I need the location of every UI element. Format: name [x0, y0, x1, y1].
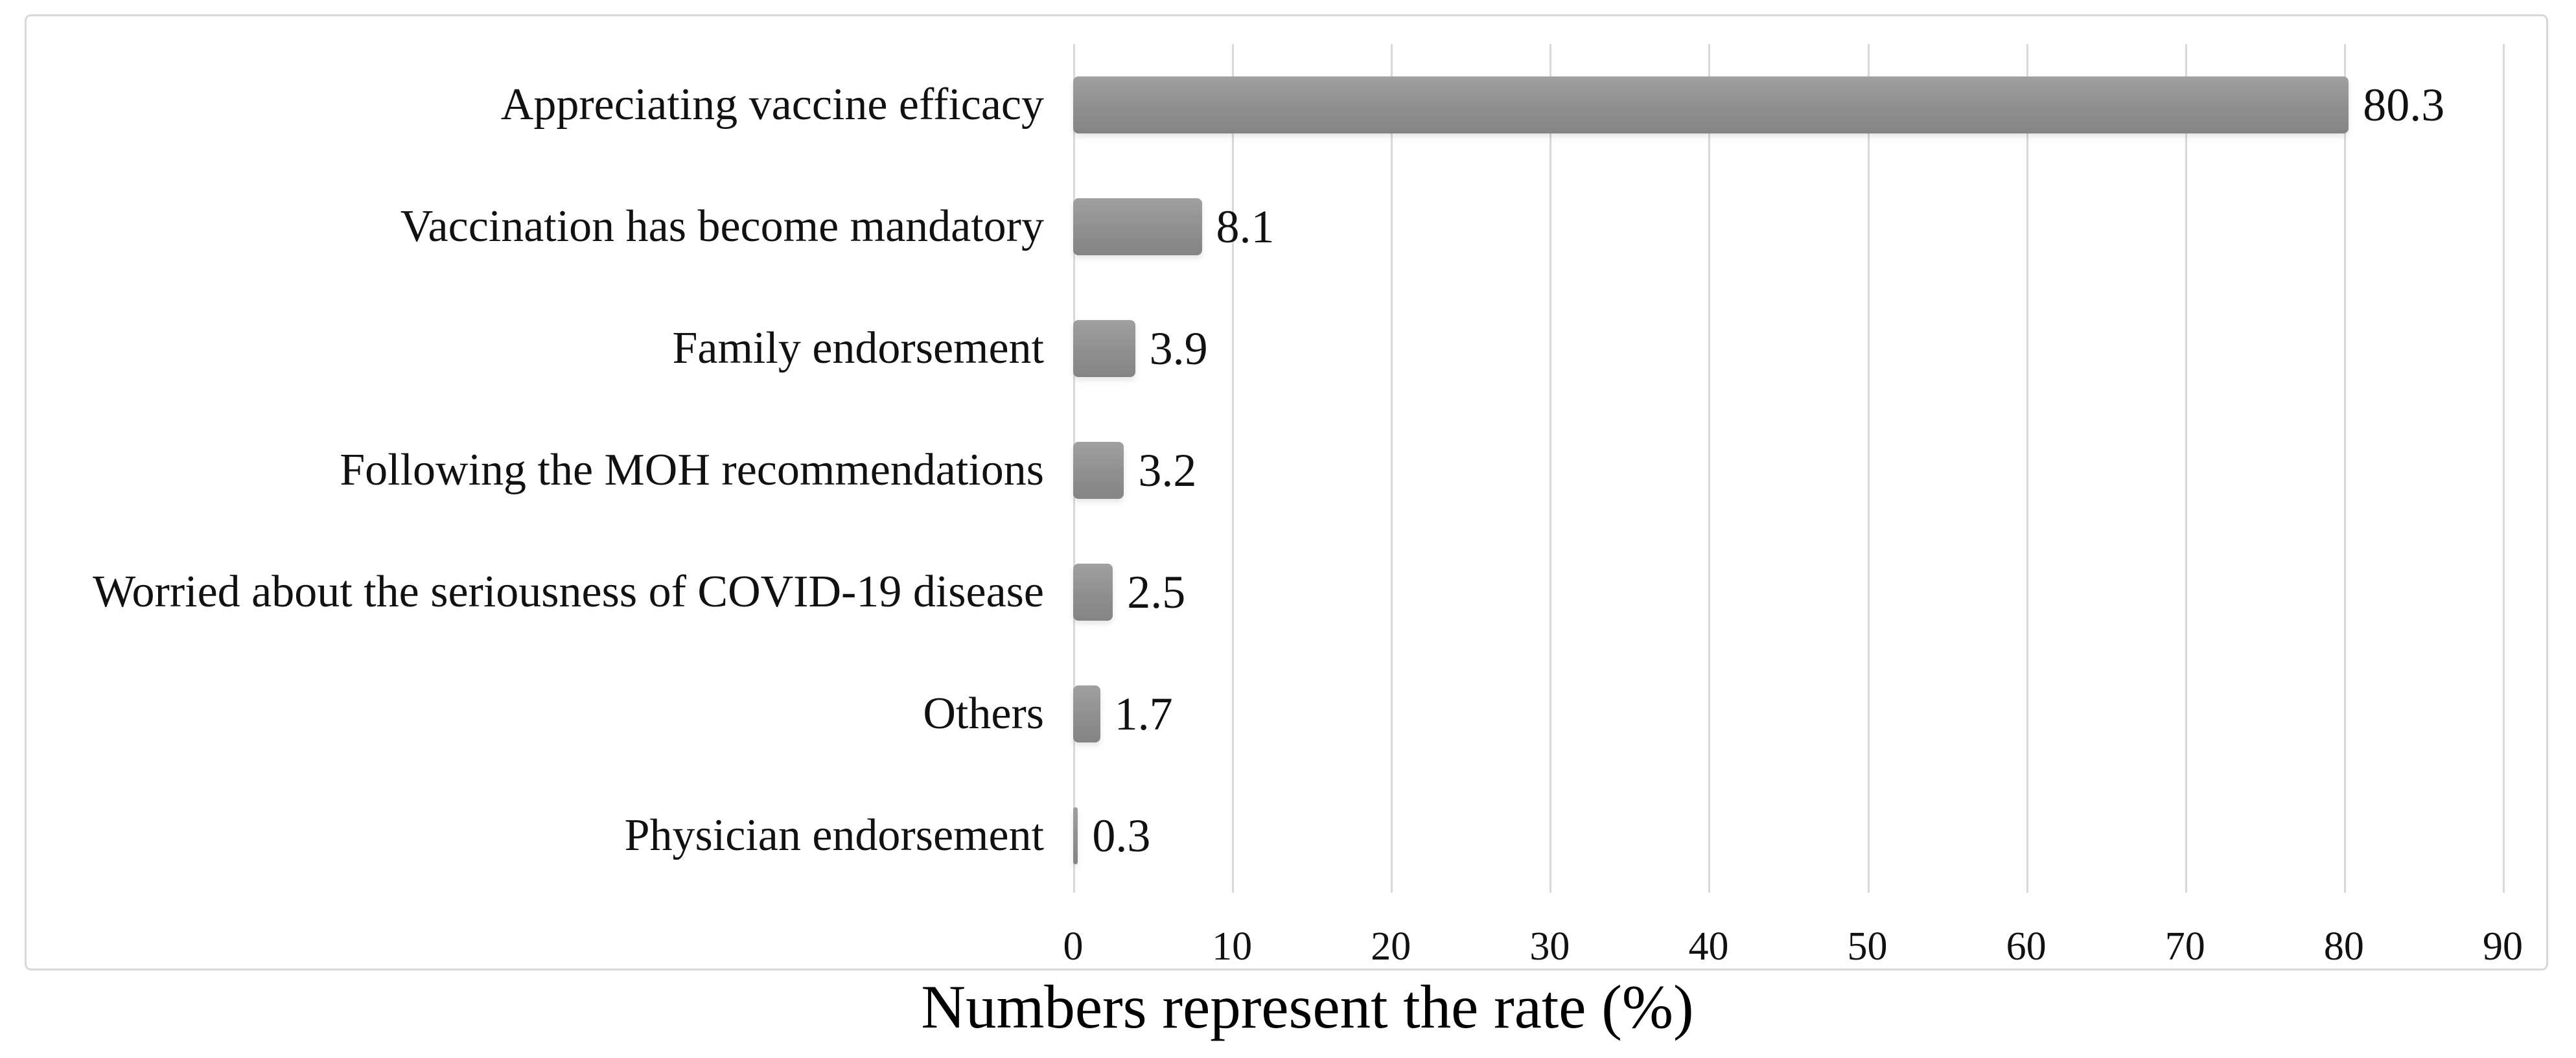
- value-label: 1.7: [1114, 688, 1173, 740]
- category-label: Others: [923, 689, 1044, 739]
- bar-row: Worried about the seriousness of COVID-1…: [27, 531, 2546, 653]
- x-axis-tick-label: 10: [1212, 925, 1253, 969]
- bar-zone: 8.1: [1073, 166, 2546, 288]
- x-axis: 0 10 20 30 40 50 60 70 80 90: [1063, 921, 2524, 972]
- x-axis-tick-label: 60: [2006, 925, 2047, 969]
- x-axis-tick-label: 90: [2483, 925, 2523, 969]
- gridline-30: [1549, 44, 1552, 893]
- gridline-70: [2185, 44, 2187, 893]
- category-label: Family endorsement: [672, 323, 1044, 373]
- bar-zone: 3.9: [1073, 288, 2546, 409]
- category-label: Physician endorsement: [624, 811, 1044, 860]
- value-label: 80.3: [2363, 79, 2445, 131]
- bar-zone: 3.2: [1073, 409, 2546, 531]
- bar: [1073, 442, 1124, 499]
- bar-zone: 1.7: [1073, 653, 2546, 775]
- bar-row: Others 1.7: [27, 653, 2546, 775]
- bar-rows-container: Appreciating vaccine efficacy 80.3 Vaccina…: [27, 44, 2546, 897]
- category-label: Worried about the seriousness of COVID-1…: [93, 567, 1044, 617]
- gridline-60: [2026, 44, 2028, 893]
- bar-zone: 0.3: [1073, 775, 2546, 897]
- category-label: Following the MOH recommendations: [340, 445, 1044, 495]
- bar-row: Vaccination has become mandatory 8.1: [27, 166, 2546, 288]
- value-label: 2.5: [1127, 566, 1186, 618]
- bar-zone: 80.3: [1073, 44, 2546, 166]
- gridline-80: [2343, 44, 2346, 893]
- bar-row: Family endorsement 3.9: [27, 288, 2546, 409]
- chart-frame: Appreciating vaccine efficacy 80.3 Vaccina…: [25, 14, 2548, 971]
- value-label: 0.3: [1092, 810, 1151, 862]
- category-label: Appreciating vaccine efficacy: [500, 80, 1044, 130]
- value-label: 3.9: [1149, 323, 1208, 374]
- bar: [1073, 76, 2349, 133]
- figure-caption: Numbers represent the rate (%): [921, 972, 1694, 1041]
- x-axis-tick-label: 70: [2164, 925, 2205, 969]
- bar: [1073, 198, 1202, 255]
- gridline-40: [1708, 44, 1711, 893]
- bar: [1073, 807, 1078, 864]
- x-axis-tick-label: 80: [2323, 925, 2364, 969]
- x-axis-tick-label: 0: [1063, 925, 1084, 969]
- value-label: 8.1: [1216, 201, 1275, 253]
- category-label: Vaccination has become mandatory: [400, 201, 1044, 251]
- bar: [1073, 685, 1100, 742]
- gridline-50: [1867, 44, 1870, 893]
- bar-row: Physician endorsement 0.3: [27, 775, 2546, 897]
- bar-zone: 2.5: [1073, 531, 2546, 653]
- bar: [1073, 564, 1113, 621]
- bar: [1073, 320, 1135, 377]
- bar-row: Following the MOH recommendations 3.2: [27, 409, 2546, 531]
- x-axis-tick-label: 30: [1529, 925, 1570, 969]
- value-label: 3.2: [1138, 444, 1197, 496]
- bar-row: Appreciating vaccine efficacy 80.3: [27, 44, 2546, 166]
- gridline-10: [1232, 44, 1235, 893]
- x-axis-tick-label: 40: [1688, 925, 1729, 969]
- gridline-20: [1391, 44, 1393, 893]
- gridline-90: [2503, 44, 2505, 893]
- x-axis-tick-label: 50: [1847, 925, 1888, 969]
- x-axis-tick-label: 20: [1371, 925, 1411, 969]
